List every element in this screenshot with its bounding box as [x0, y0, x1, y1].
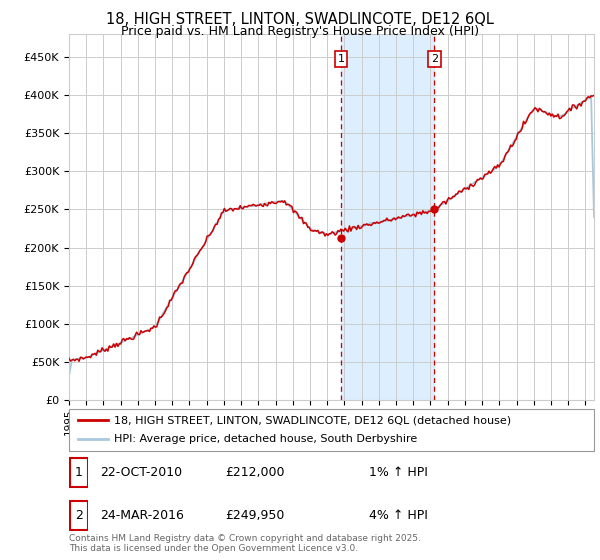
Text: 1% ↑ HPI: 1% ↑ HPI: [369, 466, 428, 479]
FancyBboxPatch shape: [70, 501, 88, 530]
Text: 2: 2: [75, 508, 83, 522]
Bar: [341, 34, 434, 400]
Text: £212,000: £212,000: [225, 466, 284, 479]
Text: Price paid vs. HM Land Registry's House Price Index (HPI): Price paid vs. HM Land Registry's House …: [121, 25, 479, 38]
Text: 4% ↑ HPI: 4% ↑ HPI: [369, 508, 428, 522]
Text: £249,950: £249,950: [225, 508, 284, 522]
Text: 2: 2: [431, 54, 438, 64]
FancyBboxPatch shape: [70, 458, 88, 487]
Text: Contains HM Land Registry data © Crown copyright and database right 2025.
This d: Contains HM Land Registry data © Crown c…: [69, 534, 421, 553]
Text: 18, HIGH STREET, LINTON, SWADLINCOTE, DE12 6QL (detached house): 18, HIGH STREET, LINTON, SWADLINCOTE, DE…: [113, 415, 511, 425]
Text: HPI: Average price, detached house, South Derbyshire: HPI: Average price, detached house, Sout…: [113, 435, 417, 445]
Text: 22-OCT-2010: 22-OCT-2010: [100, 466, 182, 479]
Text: 24-MAR-2016: 24-MAR-2016: [100, 508, 184, 522]
Text: 18, HIGH STREET, LINTON, SWADLINCOTE, DE12 6QL: 18, HIGH STREET, LINTON, SWADLINCOTE, DE…: [106, 12, 494, 27]
Text: 1: 1: [75, 466, 83, 479]
Text: 1: 1: [338, 54, 344, 64]
FancyBboxPatch shape: [69, 409, 594, 451]
